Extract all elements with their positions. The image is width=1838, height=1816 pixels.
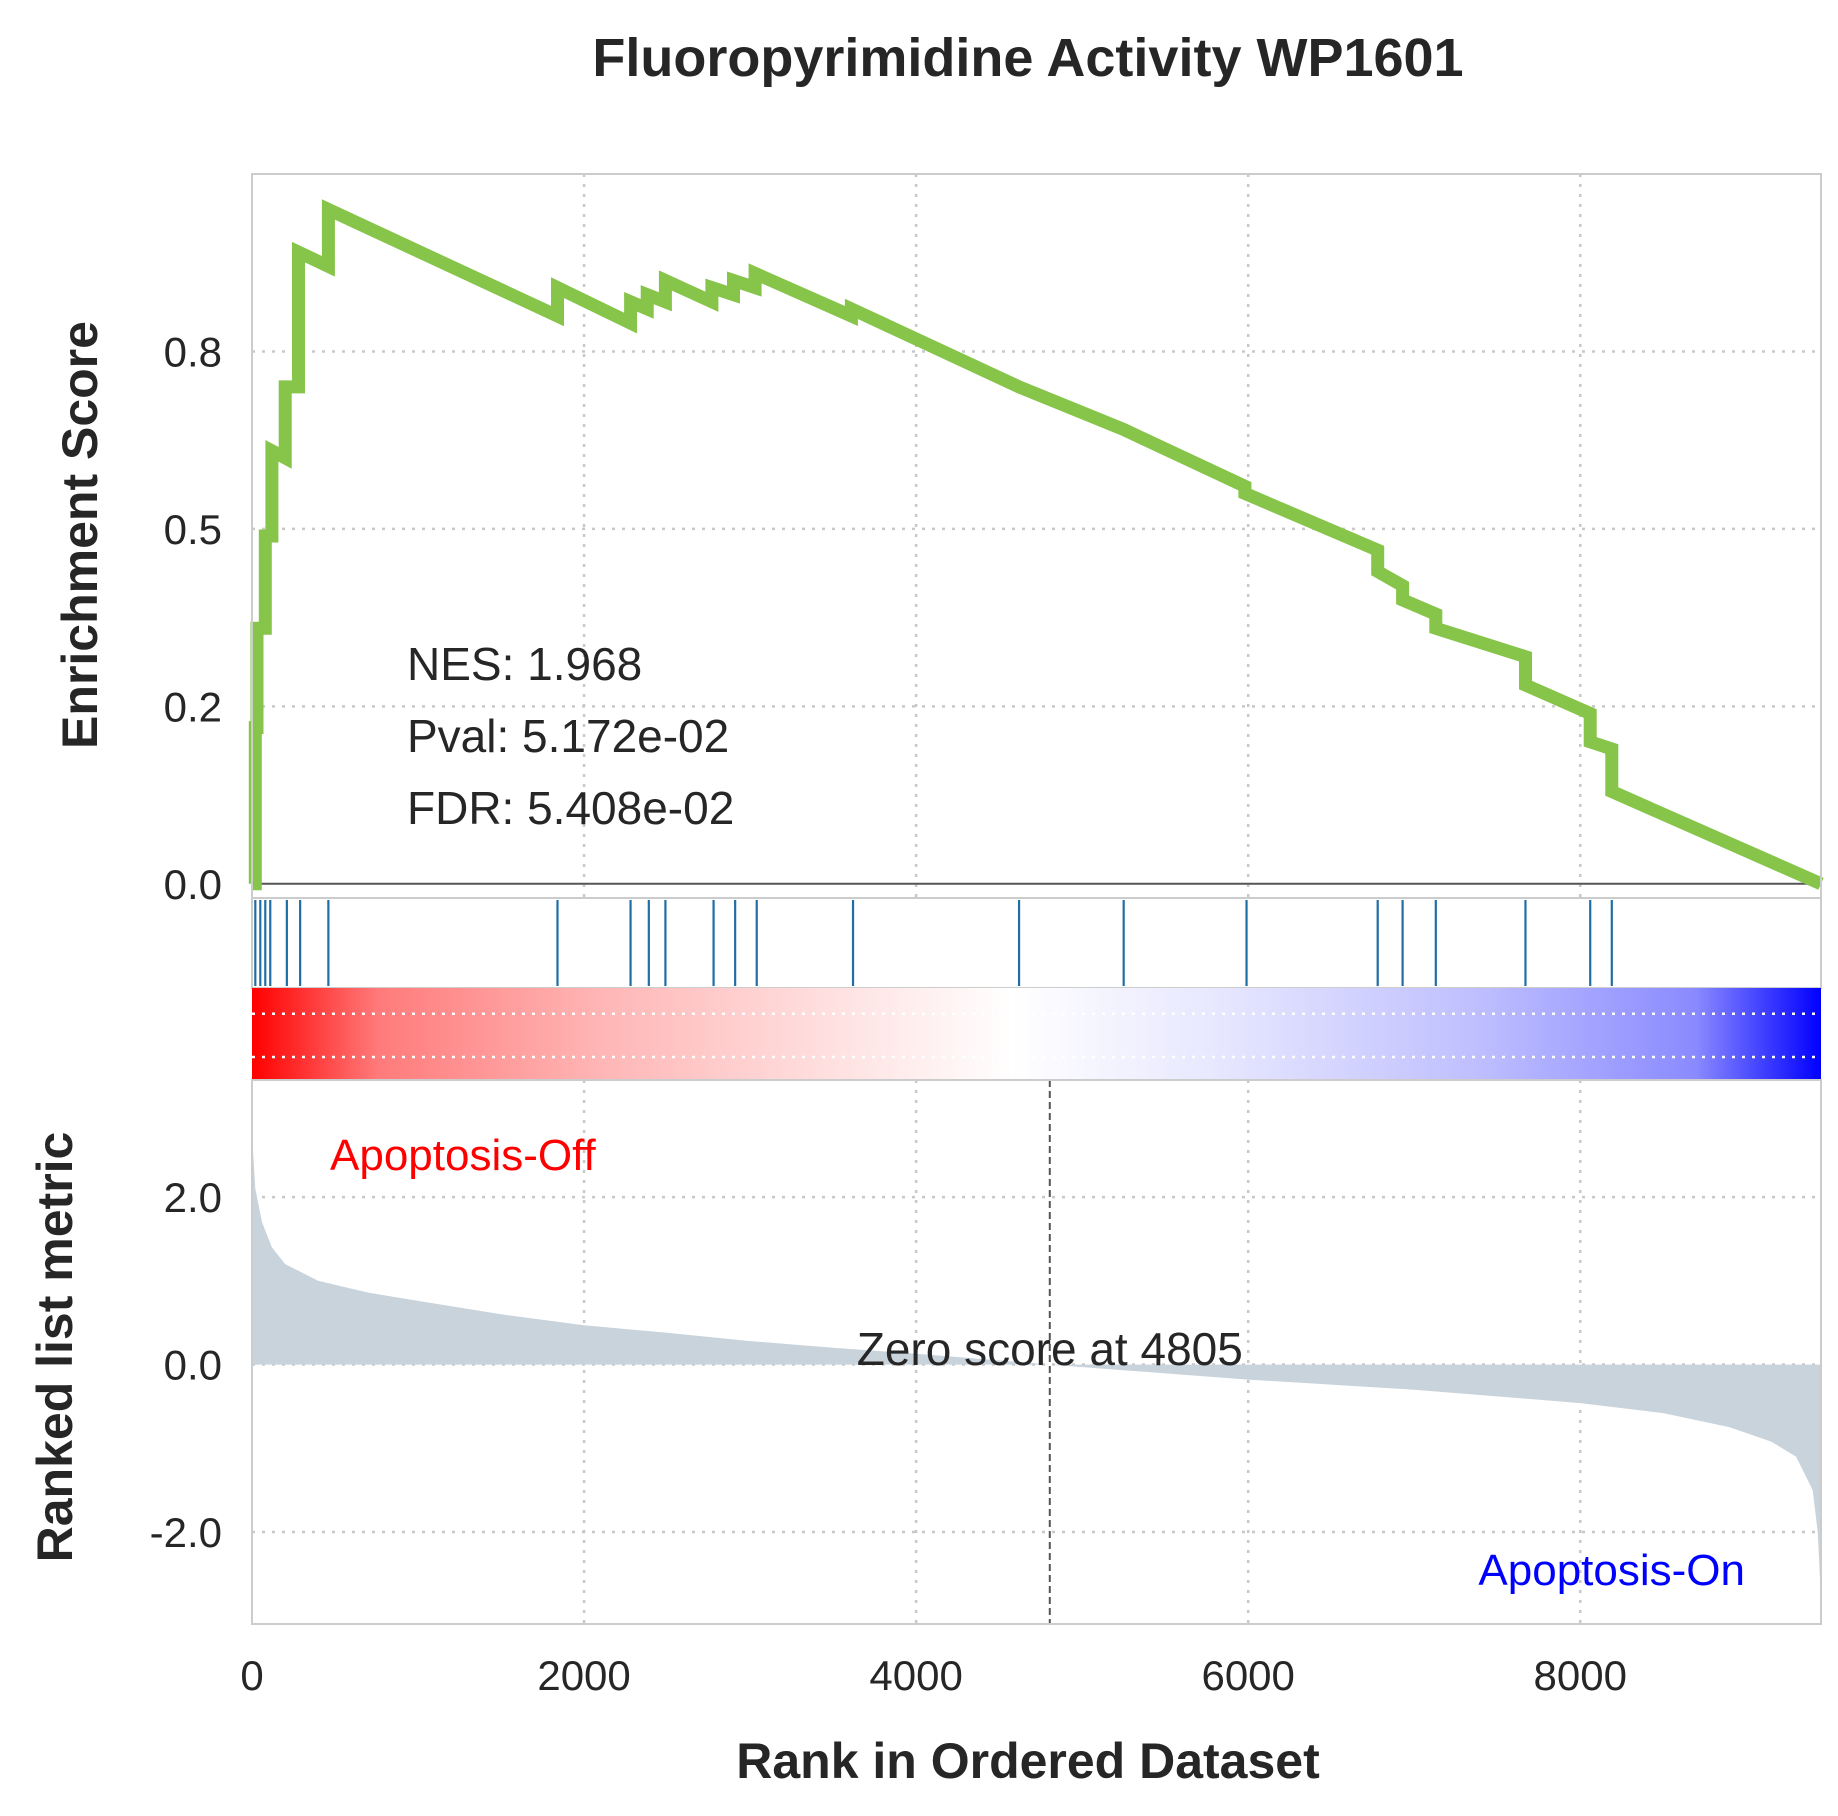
- ranked-metric-y-tick-label: 0.0: [164, 1342, 222, 1389]
- hits-panel: [251, 897, 1822, 989]
- x-tick-label: 2000: [537, 1652, 630, 1699]
- chart-title: Fluoropyrimidine Activity WP1601: [592, 28, 1463, 88]
- enrichment-y-tick-label: 0.0: [164, 861, 222, 908]
- hits-frame: [251, 897, 1822, 989]
- x-tick-label: 6000: [1201, 1652, 1294, 1699]
- zero-score-label: Zero score at 4805: [857, 1323, 1243, 1375]
- rank-heatmap-strip: [252, 988, 1821, 1080]
- enrichment-y-axis-label: Enrichment Score: [52, 321, 108, 749]
- ranked-metric-y-axis-label: Ranked list metric: [27, 1132, 83, 1563]
- fdr-label: FDR: 5.408e-02: [407, 782, 734, 834]
- rank-heatmap-panel: [252, 988, 1821, 1080]
- enrichment-y-ticks: 0.0 0.2 0.5 0.8: [164, 328, 222, 907]
- negative-phenotype-label: Apoptosis-On: [1478, 1546, 1745, 1595]
- x-tick-label: 8000: [1534, 1652, 1627, 1699]
- enrichment-score-line: [248, 199, 1824, 891]
- ranked-metric-area: [252, 1088, 1821, 1599]
- x-tick-label: 0: [240, 1652, 263, 1699]
- x-tick-label: 4000: [869, 1652, 962, 1699]
- enrichment-y-tick-label: 0.8: [164, 328, 222, 375]
- x-axis-label: Rank in Ordered Dataset: [736, 1733, 1320, 1789]
- ranked-metric-frame: [251, 1079, 1822, 1625]
- ranked-metric-y-ticks: 2.0 0.0 -2.0: [150, 1174, 222, 1556]
- x-axis-ticks: 0 2000 4000 6000 8000: [240, 1652, 1627, 1699]
- ranked-metric-y-tick-label: 2.0: [164, 1174, 222, 1221]
- enrichment-panel: 0.00.20.50.8 NES: 1.968 Pval: 5.172e-02 …: [164, 173, 1824, 908]
- pval-label: Pval: 5.172e-02: [407, 710, 729, 762]
- enrichment-y-tick-label: 0.2: [164, 683, 222, 730]
- enrichment-y-tick-label: 0.5: [164, 506, 222, 553]
- positive-phenotype-label: Apoptosis-Off: [330, 1131, 597, 1180]
- hit-lines: [254, 900, 1613, 986]
- nes-label: NES: 1.968: [407, 638, 642, 690]
- ranked-metric-y-tick-label: -2.0: [150, 1509, 222, 1556]
- ranked-metric-panel: 2.0 0.0 -2.0 Apoptosis-Off Apoptosis-On Ze…: [150, 1079, 1822, 1625]
- enrichment-grid: [252, 174, 1821, 898]
